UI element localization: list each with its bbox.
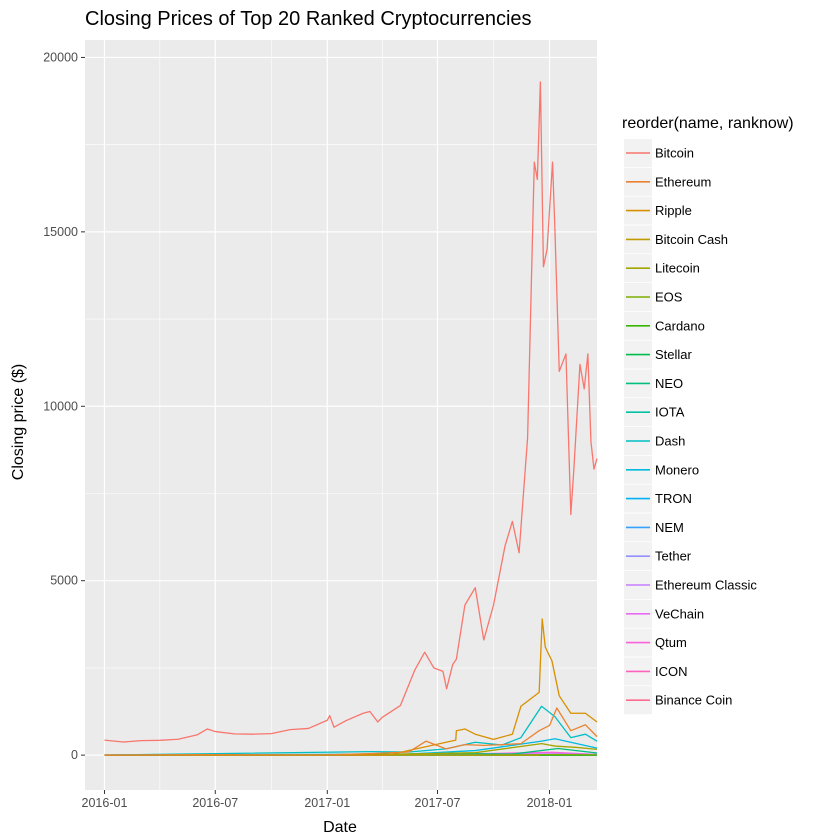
legend-item: NEO (624, 369, 683, 398)
y-tick-label: 5000 (50, 574, 78, 588)
x-tick-label: 2017-07 (415, 796, 461, 810)
chart-title: Closing Prices of Top 20 Ranked Cryptocu… (85, 8, 532, 30)
legend-item: Dash (624, 427, 685, 455)
major-gridlines (85, 40, 597, 790)
minor-gridlines (85, 40, 597, 790)
legend-item: Stellar (624, 340, 693, 369)
y-axis-title: Closing price ($) (10, 364, 27, 480)
legend-label: TRON (655, 491, 692, 506)
legend-label: Bitcoin Cash (655, 232, 728, 247)
legend-label: Ethereum Classic (655, 578, 757, 593)
legend-item: IOTA (624, 398, 685, 427)
legend-item: Binance Coin (624, 686, 732, 715)
series-line-ethereum (104, 707, 598, 756)
legend-item: Ripple (624, 196, 692, 225)
series-line-bitcoin (104, 81, 598, 743)
legend-items: Bitcoin Ethereum Ripple Bitcoin Cash Litecoi… (624, 139, 757, 715)
legend-label: NEO (655, 376, 683, 391)
x-tick-label: 2018-01 (527, 796, 573, 810)
series-line-ripple (104, 618, 598, 756)
legend-label: Monero (655, 462, 699, 477)
legend-label: Stellar (655, 347, 693, 362)
legend-item: Monero (624, 455, 699, 484)
legend-label: Cardano (655, 318, 705, 333)
legend-label: ICON (655, 664, 688, 679)
legend-label: VeChain (655, 606, 704, 621)
legend-label: IOTA (655, 405, 685, 420)
legend-item: Ethereum Classic (624, 571, 757, 599)
legend-item: Ethereum (624, 167, 711, 196)
legend-item: ICON (624, 657, 688, 686)
legend-label: Binance Coin (655, 693, 732, 708)
y-tick-label: 20000 (43, 50, 78, 64)
legend-label: Qtum (655, 635, 687, 650)
legend-label: Dash (655, 434, 685, 449)
plot-background (85, 40, 597, 790)
legend-item: Cardano (624, 311, 705, 340)
legend-item: Tether (624, 542, 692, 571)
x-axis-title: Date (323, 819, 357, 836)
legend-label: Bitcoin (655, 146, 694, 161)
legend-title: reorder(name, ranknow) (622, 115, 794, 132)
series-layer (104, 81, 598, 756)
legend-item: Litecoin (624, 254, 700, 283)
y-tick-label: 15000 (43, 225, 78, 239)
legend-item: EOS (624, 283, 683, 311)
legend-item: Qtum (624, 628, 687, 657)
x-tick-label: 2017-01 (304, 796, 350, 810)
legend-label: EOS (655, 290, 683, 305)
y-tick-label: 10000 (43, 399, 78, 413)
y-axis: 0 5000 10000 15000 20000 (43, 50, 85, 762)
y-tick-label: 0 (71, 748, 78, 762)
legend-item: VeChain (624, 599, 704, 628)
legend-item: NEM (624, 513, 684, 542)
x-tick-label: 2016-07 (192, 796, 238, 810)
legend-label: Ripple (655, 203, 692, 218)
legend-label: Ethereum (655, 174, 711, 189)
legend-item: Bitcoin (624, 139, 694, 167)
x-axis: 2016-01 2016-07 2017-01 2017-07 2018-01 (82, 790, 573, 810)
legend-item: Bitcoin Cash (624, 225, 728, 254)
legend-label: Tether (655, 549, 692, 564)
legend-label: Litecoin (655, 261, 700, 276)
legend: reorder(name, ranknow) Bitcoin Ethereum Ri… (622, 115, 794, 715)
x-tick-label: 2016-01 (82, 796, 128, 810)
legend-label: NEM (655, 520, 684, 535)
legend-item: TRON (624, 484, 692, 513)
